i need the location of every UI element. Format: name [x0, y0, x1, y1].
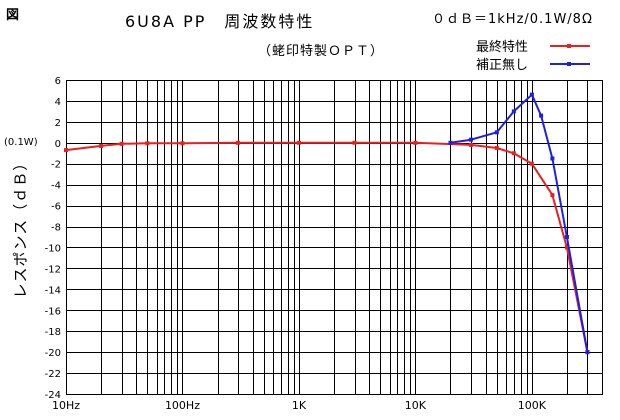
data-point [511, 109, 516, 114]
x-tick-label: 1K [292, 399, 307, 412]
series-1 [64, 140, 590, 355]
plot-frame [66, 80, 603, 395]
data-point [564, 235, 569, 239]
x-tick-label: 10Hz [52, 399, 80, 412]
data-point [296, 140, 301, 145]
y-tick-label: -4 [51, 181, 61, 192]
y-reference-label: (0.1W) [4, 137, 38, 148]
legend-label: 補正無し [476, 58, 528, 73]
grid [66, 80, 603, 395]
y-axis-label: レスポンス（ｄＢ） [11, 154, 30, 299]
y-tick-label: 2 [55, 118, 61, 129]
chart-title: 6U8A PP 周波数特性 [125, 12, 315, 31]
chart-subtitle: （蛯印特製ＯＰＴ） [258, 44, 385, 59]
x-tick-label: 100Hz [165, 399, 200, 412]
data-point [529, 161, 534, 166]
x-tick-label: 100K [518, 399, 547, 412]
data-point [585, 350, 590, 355]
y-tick-label: -16 [45, 306, 61, 317]
series-2 [448, 92, 590, 355]
data-point [511, 151, 516, 156]
data-point [550, 193, 555, 198]
y-tick-label: 4 [55, 97, 61, 108]
data-point [564, 245, 569, 250]
data-point [64, 148, 68, 153]
legend-marker [567, 62, 571, 66]
series-line [65, 141, 589, 353]
data-point [352, 140, 357, 145]
y-tick-label: -18 [45, 327, 61, 338]
y-tick-label: -2 [51, 160, 61, 171]
legend-marker [567, 44, 571, 48]
data-point [99, 143, 104, 148]
data-point [468, 142, 473, 147]
data-point [119, 141, 124, 146]
data-point [550, 156, 555, 161]
y-tick-label: -12 [45, 264, 61, 275]
data-point [180, 141, 185, 146]
y-tick-label: -8 [51, 223, 61, 234]
y-tick-label: -24 [45, 390, 61, 401]
data-point [468, 137, 473, 142]
reference-note: ０ｄＢ＝1kHz/0.1W/8Ω [432, 12, 593, 27]
y-tick-label: -10 [45, 243, 61, 254]
x-tick-label: 10K [405, 399, 427, 412]
y-tick-label: -20 [45, 348, 61, 359]
data-point [448, 140, 453, 145]
data-point [494, 130, 499, 135]
data-point [236, 140, 241, 145]
figure-label: 図 [6, 8, 20, 23]
data-point [494, 146, 499, 151]
legend-label: 最終特性 [476, 39, 528, 55]
y-tick-label: -22 [45, 369, 61, 380]
data-point [539, 113, 544, 118]
data-point [529, 92, 534, 97]
y-tick-label: -14 [45, 285, 61, 296]
y-tick-label: 0 [55, 139, 61, 150]
y-tick-label: -6 [51, 202, 61, 213]
y-tick-label: 6 [55, 76, 61, 87]
data-point [145, 141, 150, 146]
data-point [413, 140, 418, 145]
